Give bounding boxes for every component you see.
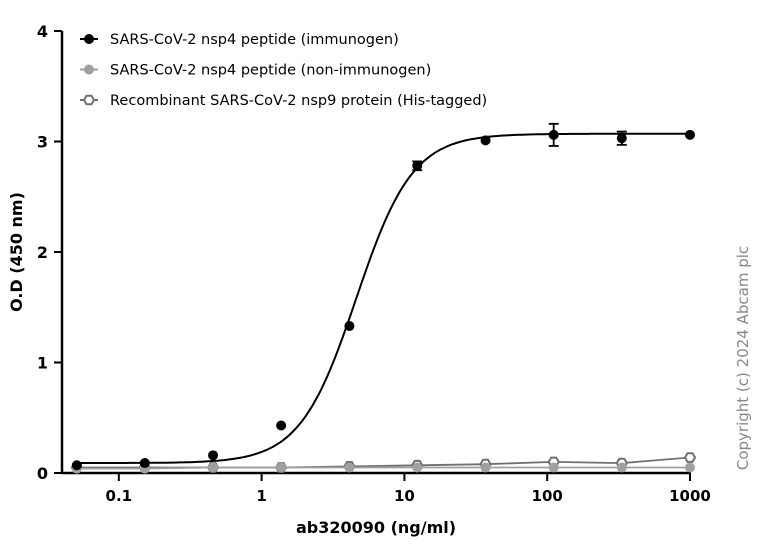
legend: SARS-CoV-2 nsp4 peptide (immunogen) SARS-… bbox=[80, 32, 487, 109]
axes: 0.1 1 10 100 1000 0 1 2 3 4 bbox=[37, 22, 711, 505]
series-line bbox=[76, 466, 690, 470]
y-tick-label: 4 bbox=[37, 22, 48, 41]
fit-curve bbox=[76, 132, 690, 464]
x-tick-label: 1000 bbox=[669, 487, 711, 505]
series-layer bbox=[70, 122, 697, 474]
legend-marker bbox=[84, 34, 94, 44]
copyright-text: Copyright (c) 2024 Abcam plc bbox=[734, 246, 752, 470]
data-point bbox=[685, 462, 695, 473]
y-tick-label: 0 bbox=[37, 464, 48, 483]
legend-label: SARS-CoV-2 nsp4 peptide (non-immunogen) bbox=[110, 63, 431, 79]
y-axis-label: O.D (450 nm) bbox=[7, 192, 26, 312]
data-point bbox=[480, 135, 491, 146]
data-point bbox=[683, 452, 697, 463]
data-point bbox=[276, 462, 287, 473]
data-point bbox=[548, 129, 559, 140]
y-tick-label: 3 bbox=[37, 133, 48, 152]
data-point bbox=[208, 450, 219, 461]
data-point bbox=[412, 462, 423, 473]
x-tick-label: 100 bbox=[532, 487, 563, 505]
data-point bbox=[208, 462, 219, 473]
legend-item-2: Recombinant SARS-CoV-2 nsp9 protein (His… bbox=[80, 93, 487, 109]
data-point bbox=[344, 462, 355, 473]
data-point bbox=[344, 321, 355, 332]
legend-label: Recombinant SARS-CoV-2 nsp9 protein (His… bbox=[110, 93, 487, 109]
x-tick-label: 0.1 bbox=[106, 487, 133, 505]
data-point bbox=[685, 129, 695, 140]
legend-label: SARS-CoV-2 nsp4 peptide (immunogen) bbox=[110, 32, 399, 48]
legend-marker bbox=[82, 94, 96, 106]
legend-marker bbox=[84, 64, 94, 75]
data-point bbox=[616, 462, 627, 473]
x-tick-label: 1 bbox=[256, 487, 266, 505]
legend-item-1: SARS-CoV-2 nsp4 peptide (non-immunogen) bbox=[80, 63, 431, 79]
data-point bbox=[276, 420, 287, 431]
data-point bbox=[71, 460, 82, 471]
data-point bbox=[548, 462, 559, 473]
data-point bbox=[412, 160, 423, 171]
y-tick-label: 1 bbox=[37, 354, 48, 373]
legend-item-0: SARS-CoV-2 nsp4 peptide (immunogen) bbox=[80, 32, 399, 48]
series-0 bbox=[71, 122, 695, 471]
y-tick-label: 2 bbox=[37, 243, 48, 262]
data-point bbox=[480, 462, 491, 473]
data-point bbox=[139, 458, 150, 469]
x-axis-label: ab320090 (ng/ml) bbox=[296, 518, 456, 537]
x-tick-label: 10 bbox=[394, 487, 415, 505]
data-point bbox=[616, 133, 627, 144]
